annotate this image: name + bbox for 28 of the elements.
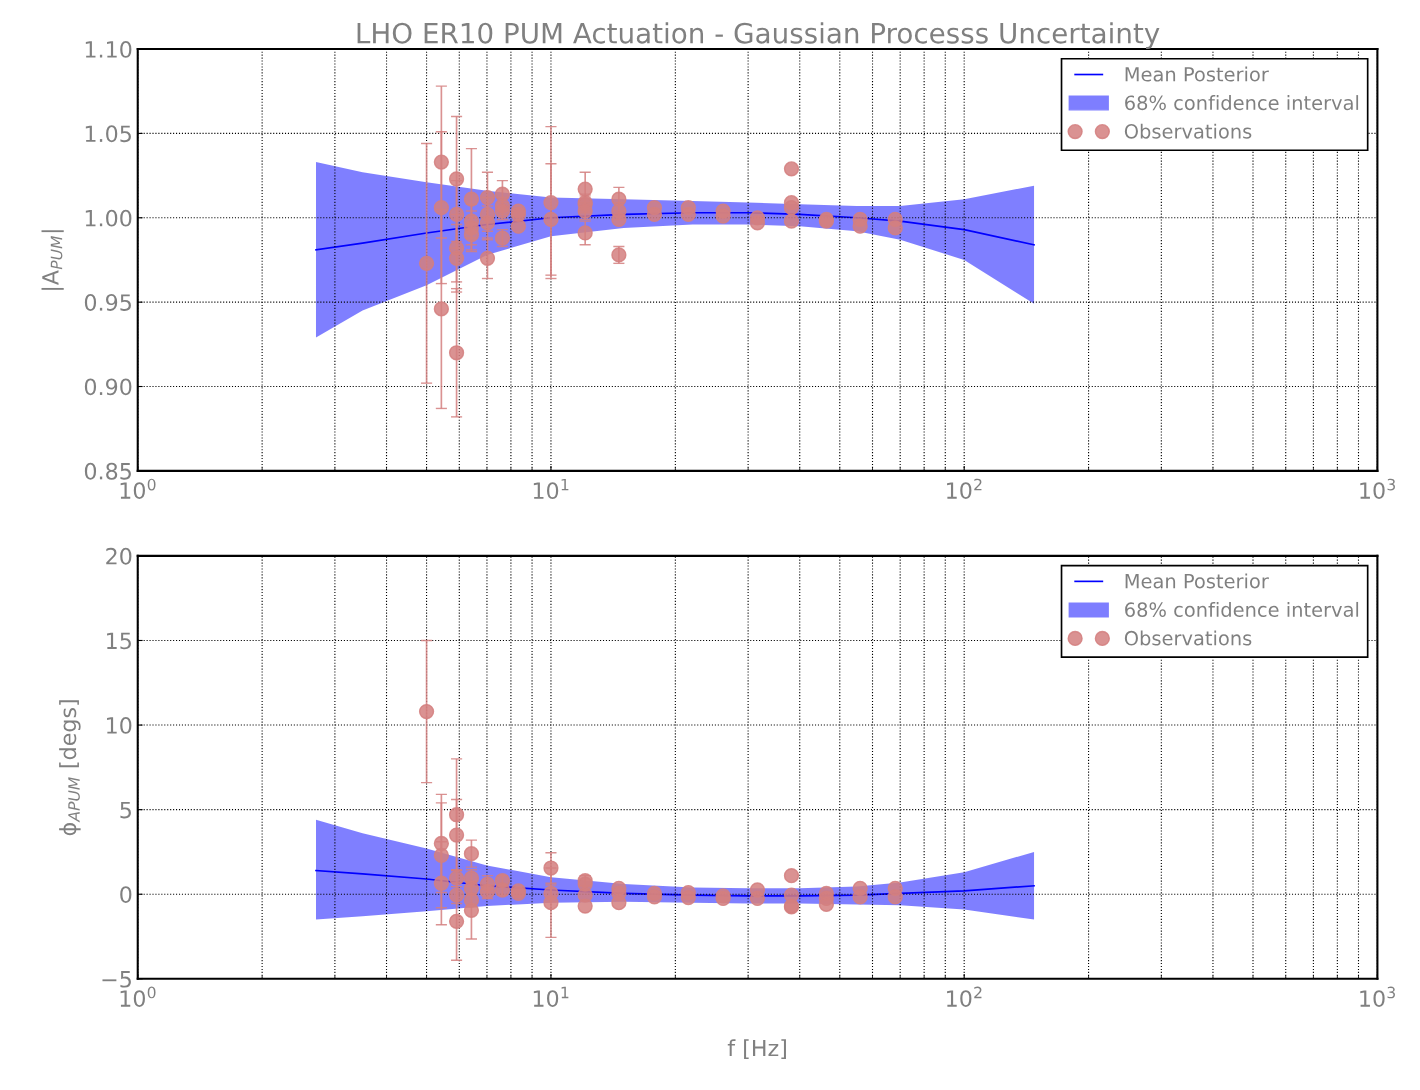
y-tick-label: 10 [107,717,132,734]
chart-title: LHO ER10 PUM Actuation - Gaussian Processs Uncertainty [357,22,1160,50]
legend-label: Observations [1124,630,1252,646]
y-axis-title: ϕ$_{APUM}$ [degs] [59,700,81,836]
x-tick-label: 10$^{1}$ [533,986,569,1007]
x-axis-title: f [Hz] [727,1039,786,1060]
y-tick-label: 20 [106,547,132,565]
x-tick-label: 10$^{3}$ [1360,986,1395,1007]
y-tick-label: 5 [120,801,131,819]
y-tick-label: 1.05 [85,125,131,143]
y-tick-label: 0.85 [84,462,131,480]
y-tick-label: 0.95 [84,294,131,311]
y-tick-label: −5 [102,971,131,988]
x-tick-label: 10$^{2}$ [947,986,982,1007]
x-tick-label: 10$^{3}$ [1360,478,1395,500]
y-tick-label: 1.10 [85,41,132,58]
y-tick-label: 1.00 [85,209,132,227]
annotation: 68% confidence interval [1125,95,1359,111]
legend-label: Mean Posterior [1125,66,1269,82]
y-tick-label: 0 [120,886,132,903]
x-tick-label: 10$^{1}$ [533,478,569,500]
annotation: 68% confidence interval [1125,601,1359,617]
legend-label: Mean Posterior [1125,573,1269,589]
legend-label: Observations [1124,123,1252,139]
y-tick-label: 15 [107,632,131,650]
y-axis-title: |A$_{PUM}$| [41,230,64,290]
x-tick-label: 10$^{2}$ [947,478,982,500]
y-tick-label: 0.90 [84,378,132,396]
